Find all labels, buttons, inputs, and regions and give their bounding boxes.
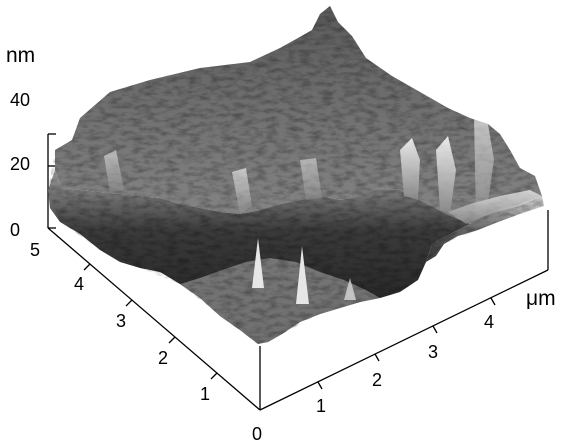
x-axis-ticks [317,297,496,390]
x-tick-4: 4 [484,312,494,332]
surface-highlights [104,118,542,224]
surface-topography [48,6,544,344]
z-tick-20: 20 [10,154,30,174]
axis-frame [47,134,549,411]
y-tick-3: 3 [116,311,126,331]
surface-spikes [252,238,356,304]
z-axis-unit: nm [6,44,35,67]
z-tick-40: 40 [10,90,30,110]
y-tick-4: 4 [74,274,84,294]
z-tick-0: 0 [10,220,20,240]
y-tick-2: 2 [158,348,168,368]
x-tick-2: 2 [372,370,382,390]
y-axis-ticks [83,263,218,380]
y-tick-1: 1 [200,384,210,404]
x-axis-unit: μm [526,287,556,310]
y-tick-0: 0 [252,424,262,442]
x-tick-1: 1 [316,396,326,416]
y-tick-5: 5 [30,240,40,260]
x-tick-3: 3 [428,342,438,362]
